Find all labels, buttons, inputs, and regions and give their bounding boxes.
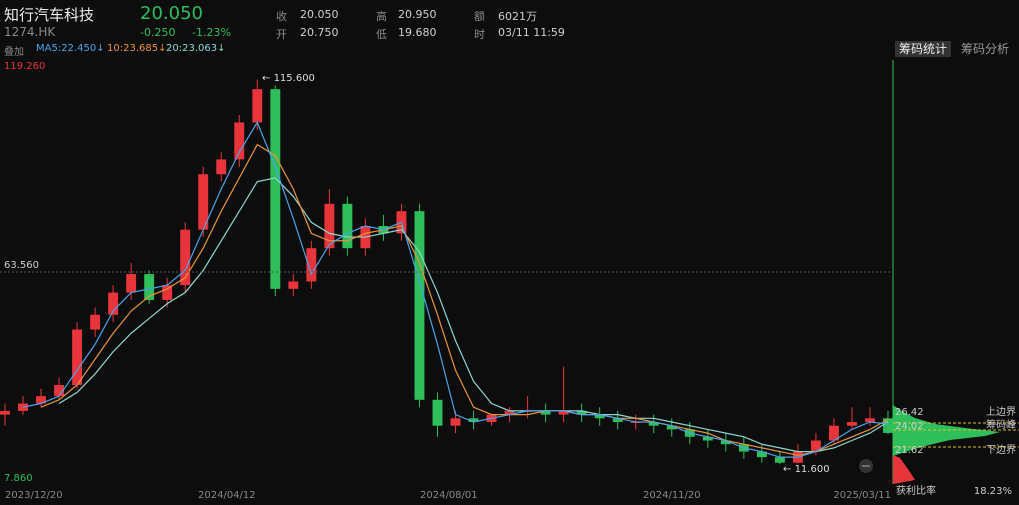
field-label: 开 xyxy=(276,28,287,41)
chip-value: 26.42 xyxy=(895,407,924,418)
chip-label: 上边界 xyxy=(986,406,1016,418)
chip-loss-shape xyxy=(893,455,915,484)
tab[interactable]: 筹码分析 xyxy=(961,42,1010,56)
chip-value: 18.23% xyxy=(974,486,1012,497)
ma-line xyxy=(40,143,889,456)
tab[interactable]: 筹码统计 xyxy=(895,41,952,57)
field-value: 6021万 xyxy=(498,10,537,23)
field-value: 03/11 11:59 xyxy=(498,26,565,39)
field-value: 19.680 xyxy=(398,26,437,39)
field-value: 20.750 xyxy=(300,26,339,39)
ma-line xyxy=(58,177,889,453)
stock-name: 知行汽车科技 xyxy=(4,6,95,24)
field-value: 20.050 xyxy=(300,8,339,21)
field-value: 20.950 xyxy=(398,8,437,21)
chip-label: 筹码峰 xyxy=(986,418,1016,431)
x-tick-label: 2024/11/20 xyxy=(643,490,701,501)
min-annotation: ← 11.600 xyxy=(783,464,830,475)
chip-value: 24.02 xyxy=(895,421,924,432)
max-annotation: ← 115.600 xyxy=(262,73,315,84)
chip-profit-shape xyxy=(893,405,1000,456)
chip-label: 下边界 xyxy=(986,444,1016,456)
y-tick-label: 119.260 xyxy=(4,61,45,72)
y-tick-label: 63.560 xyxy=(4,260,39,271)
stock-code: 1274.HK xyxy=(4,25,56,39)
annotation-text: 115.600 xyxy=(274,73,315,84)
chip-label: 获利比率 xyxy=(896,484,936,497)
overlay[interactable]: 叠加 xyxy=(4,47,24,58)
legend-entry: MA5:22.450↓ xyxy=(36,43,105,54)
x-tick-label: 2023/12/20 xyxy=(5,490,63,501)
chip-value: 21.62 xyxy=(895,445,924,456)
annotation-text: 11.600 xyxy=(795,464,830,475)
x-tick-label: 2024/04/12 xyxy=(198,490,256,501)
field-label: 收 xyxy=(276,10,287,23)
field-label: 高 xyxy=(376,10,387,23)
field-label: 低 xyxy=(376,28,387,41)
change-pct: -1.23% xyxy=(192,26,231,39)
change: -0.250 xyxy=(140,26,176,39)
field-label: 额 xyxy=(474,10,485,23)
ma-line xyxy=(22,121,889,458)
x-tick-label: 2024/08/01 xyxy=(420,490,478,501)
price: 20.050 xyxy=(140,3,203,24)
legend-entry: 20:23.063↓ xyxy=(166,43,226,54)
y-tick-label: 7.860 xyxy=(4,473,33,484)
x-tick-label: 2025/03/11 xyxy=(833,490,891,501)
legend-entry: 10:23.685↓ xyxy=(107,43,167,54)
field-label: 时 xyxy=(474,28,485,41)
